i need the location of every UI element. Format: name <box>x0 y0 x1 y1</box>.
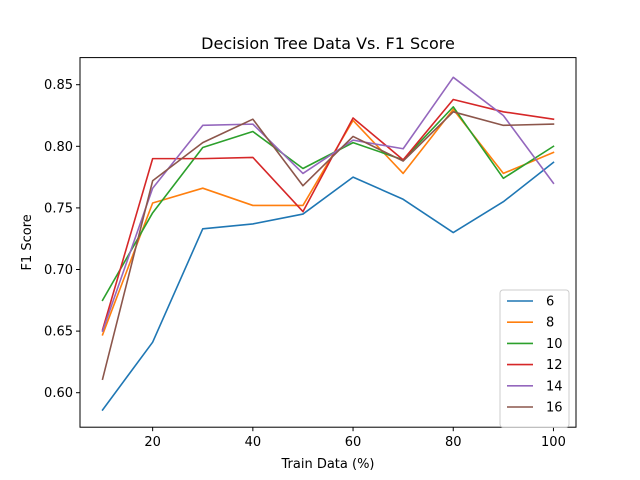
series-line-14 <box>101 76 555 333</box>
x-tick-label: 80 <box>445 435 462 450</box>
legend-label-10: 10 <box>546 337 563 352</box>
y-tick-label: 0.85 <box>44 78 73 93</box>
x-tick-label: 20 <box>144 435 161 450</box>
series-line-16 <box>101 111 555 381</box>
y-tick-label: 0.75 <box>44 201 73 216</box>
legend: 6 8 10 12 14 16 <box>499 289 570 428</box>
series-line-10 <box>101 106 555 302</box>
series-line-12 <box>101 98 555 331</box>
series-line-6 <box>101 161 555 412</box>
y-axis-label: F1 Score <box>20 214 35 270</box>
x-tick-label: 60 <box>345 435 362 450</box>
plot-lines <box>101 76 555 412</box>
legend-label-12: 12 <box>546 358 563 373</box>
x-tick-label: 40 <box>245 435 262 450</box>
legend-label-6: 6 <box>546 295 554 310</box>
x-tick-label: 100 <box>541 435 566 450</box>
y-tick-label: 0.80 <box>44 140 73 155</box>
chart-title: Decision Tree Data Vs. F1 Score <box>201 34 455 53</box>
legend-box <box>499 289 570 428</box>
legend-label-8: 8 <box>546 316 554 331</box>
x-axis-label: Train Data (%) <box>281 457 375 472</box>
x-axis: 20 40 60 80 100 <box>144 427 566 450</box>
plot-frame <box>79 57 577 428</box>
y-tick-label: 0.65 <box>44 325 73 340</box>
y-tick-label: 0.70 <box>44 263 73 278</box>
y-tick-label: 0.60 <box>44 386 73 401</box>
legend-label-16: 16 <box>546 401 563 416</box>
legend-label-14: 14 <box>546 379 563 394</box>
y-axis: 0.60 0.65 0.70 0.75 0.80 0.85 <box>44 78 80 401</box>
